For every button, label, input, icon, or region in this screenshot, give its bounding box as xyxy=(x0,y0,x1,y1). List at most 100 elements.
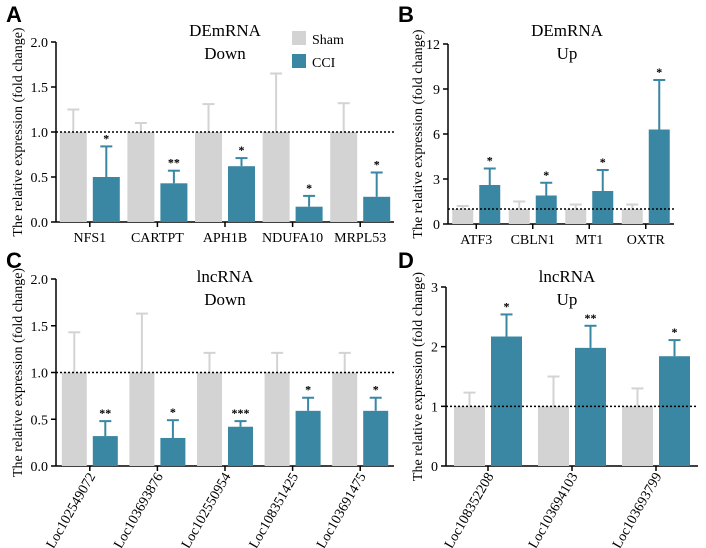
legend-swatch-cci xyxy=(292,54,306,68)
x-tick-label: Loc103691475 xyxy=(314,471,369,548)
bar-cci xyxy=(228,166,255,222)
y-tick-label: 1.5 xyxy=(31,320,49,335)
bar-sham xyxy=(129,372,155,466)
x-tick-label: Loc103693799 xyxy=(610,471,665,548)
y-tick-label: 0 xyxy=(433,218,440,233)
significance-label: * xyxy=(305,383,311,397)
panel-a: A DEmRNA Down The relative expression (fold… xyxy=(6,2,394,246)
panel-letter: D xyxy=(398,248,414,273)
legend-swatch-sham xyxy=(292,31,306,45)
bar-cci xyxy=(659,356,690,466)
bar-cci xyxy=(92,177,120,222)
legend-label-sham: Sham xyxy=(312,33,344,48)
significance-label: * xyxy=(504,299,510,313)
y-tick-label: 3 xyxy=(433,173,440,188)
bar-cci xyxy=(295,410,321,466)
bar-cci xyxy=(160,437,186,466)
significance-label: * xyxy=(373,383,379,397)
bar-cci xyxy=(92,436,118,466)
x-tick-label: Loc102550954 xyxy=(179,471,234,548)
x-tick-label: NDUFA10 xyxy=(262,231,323,246)
chart-title: lncRNA xyxy=(539,267,596,286)
x-tick-label: Loc103693876 xyxy=(111,471,166,548)
bar-sham xyxy=(197,372,222,466)
panel-letter: B xyxy=(398,2,414,27)
bar-sham xyxy=(59,132,87,222)
chart-title: lncRNA xyxy=(197,267,254,286)
bar-sham xyxy=(264,372,290,466)
significance-label: ** xyxy=(99,406,111,420)
bar-cci xyxy=(363,410,389,466)
significance-label: * xyxy=(374,158,380,172)
y-tick-label: 12 xyxy=(426,38,440,53)
x-tick-label: Loc108351425 xyxy=(247,471,302,548)
bar-cci xyxy=(592,191,614,224)
legend: Sham CCI xyxy=(292,31,344,71)
bar-cci xyxy=(491,336,522,466)
bar-sham xyxy=(127,132,155,222)
legend-label-cci: CCI xyxy=(312,56,336,71)
panel-letter: A xyxy=(6,2,22,27)
x-tick-label: ATF3 xyxy=(460,233,492,248)
chart-title: DEmRNA xyxy=(531,21,604,40)
bar-sham xyxy=(508,209,530,224)
y-tick-label: 1.0 xyxy=(31,126,49,141)
bar-cci xyxy=(228,426,253,466)
significance-label: * xyxy=(103,131,109,145)
x-tick-label: MT1 xyxy=(575,233,603,248)
x-tick-label: APH1B xyxy=(203,231,247,246)
chart-subtitle: Down xyxy=(204,290,246,309)
bar-sham xyxy=(622,406,653,466)
x-tick-label: Loc102549072 xyxy=(44,471,99,548)
y-axis-label: The relative expression (fold change) xyxy=(411,272,426,481)
x-tick-label: NFS1 xyxy=(73,231,106,246)
significance-label: * xyxy=(656,65,662,79)
y-axis-label: The relative expression (fold change) xyxy=(411,29,426,238)
significance-label: ** xyxy=(168,156,180,170)
significance-label: * xyxy=(672,325,678,339)
significance-label: ** xyxy=(585,311,597,325)
y-tick-label: 2.0 xyxy=(31,273,49,288)
bar-sham xyxy=(454,406,485,466)
bar-cci xyxy=(295,206,323,222)
x-tick-label: MRPL53 xyxy=(334,231,386,246)
bar-sham xyxy=(452,209,474,224)
x-tick-label: Loc103694103 xyxy=(526,471,581,548)
significance-label: * xyxy=(543,168,549,182)
bar-sham xyxy=(332,372,358,466)
y-axis-label: The relative expression (fold change) xyxy=(11,27,26,236)
y-tick-label: 2.0 xyxy=(31,36,49,51)
y-tick-label: 2 xyxy=(431,341,438,356)
chart-subtitle: Up xyxy=(557,290,578,309)
bar-sham xyxy=(262,132,290,222)
bar-sham xyxy=(621,209,643,224)
chart-subtitle: Down xyxy=(204,44,246,63)
bar-sham xyxy=(195,132,222,222)
significance-label: * xyxy=(170,405,176,419)
bar-sham xyxy=(565,209,587,224)
bar-cci xyxy=(535,195,557,224)
bar-cci xyxy=(363,196,391,222)
significance-label: * xyxy=(306,181,312,195)
y-tick-label: 0.0 xyxy=(31,460,49,475)
y-tick-label: 0 xyxy=(431,460,438,475)
significance-label: * xyxy=(239,143,245,157)
significance-label: *** xyxy=(232,406,250,420)
x-tick-label: CARTPT xyxy=(131,231,184,246)
y-tick-label: 0.5 xyxy=(31,413,49,428)
y-tick-label: 3 xyxy=(431,281,438,296)
panel-letter: C xyxy=(6,248,22,273)
significance-label: * xyxy=(600,155,606,169)
y-tick-label: 0.5 xyxy=(31,171,49,186)
bar-cci xyxy=(648,129,670,224)
panel-b: B DEmRNA Up The relative expression (fold c… xyxy=(398,2,674,248)
x-tick-label: CBLN1 xyxy=(511,233,555,248)
significance-label: * xyxy=(487,154,493,168)
y-tick-label: 1.0 xyxy=(31,367,49,382)
bar-sham xyxy=(61,372,87,466)
chart-title: DEmRNA xyxy=(189,21,262,40)
x-tick-label: Loc108352208 xyxy=(442,471,497,548)
